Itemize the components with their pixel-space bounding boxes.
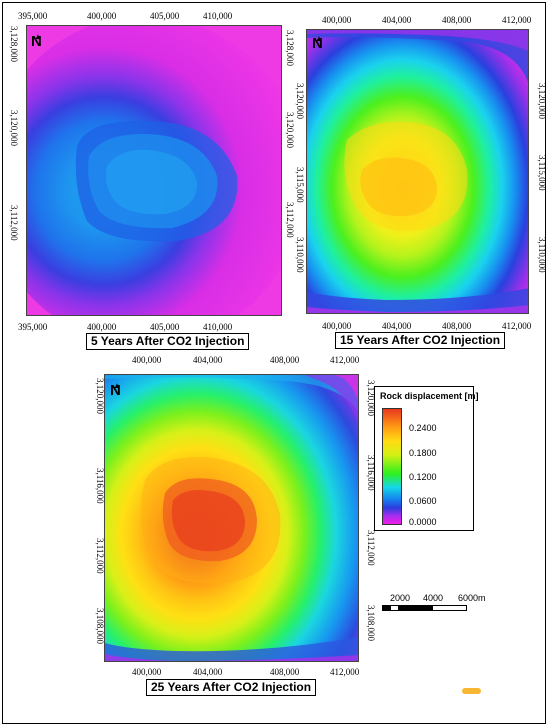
displacement-map-25-years bbox=[104, 374, 359, 662]
north-arrow-icon: ▲ N bbox=[31, 32, 42, 50]
x-tick-top: 400,000 bbox=[322, 15, 352, 25]
scale-label: 6000m bbox=[458, 593, 486, 603]
y-tick-right: 3,120,000 bbox=[537, 83, 547, 119]
x-tick-top: 412,000 bbox=[502, 15, 532, 25]
map-title: 5 Years After CO2 Injection bbox=[86, 333, 250, 350]
x-tick-bottom: 410,000 bbox=[203, 322, 233, 332]
legend-label: 0.0600 bbox=[409, 496, 437, 506]
scale-label: 2000 bbox=[390, 593, 411, 603]
map-raster bbox=[105, 375, 358, 661]
x-tick-bottom: 404,000 bbox=[382, 321, 412, 331]
x-tick-top: 400,000 bbox=[87, 11, 117, 21]
map-raster bbox=[27, 26, 281, 315]
y-tick-right: 3,108,000 bbox=[366, 605, 376, 641]
north-arrow-icon: ▲ N bbox=[110, 381, 121, 399]
scale-bar-graphic bbox=[382, 605, 467, 611]
legend-label: 0.2400 bbox=[409, 423, 437, 433]
legend-label: 0.0000 bbox=[409, 517, 437, 527]
legend-title: Rock displacement [m] bbox=[380, 391, 479, 401]
y-tick-left: 3,128,000 bbox=[9, 26, 19, 62]
displacement-map-5-years bbox=[26, 25, 282, 316]
y-tick-right: 3,128,000 bbox=[285, 30, 295, 66]
y-tick-left: 3,108,000 bbox=[95, 608, 105, 644]
x-tick-top: 408,000 bbox=[442, 15, 472, 25]
y-tick-right: 3,112,000 bbox=[366, 530, 376, 566]
y-tick-left: 3,116,000 bbox=[95, 468, 105, 504]
map-raster bbox=[307, 30, 528, 313]
x-tick-top: 410,000 bbox=[203, 11, 233, 21]
x-tick-bottom: 408,000 bbox=[270, 667, 300, 677]
y-tick-left: 3,112,000 bbox=[9, 205, 19, 241]
y-tick-left: 3,115,000 bbox=[295, 167, 305, 203]
y-tick-right: 3,115,000 bbox=[537, 155, 547, 191]
x-tick-top: 404,000 bbox=[382, 15, 412, 25]
x-tick-bottom: 400,000 bbox=[322, 321, 352, 331]
x-tick-bottom: 400,000 bbox=[132, 667, 162, 677]
y-tick-left: 3,120,000 bbox=[295, 83, 305, 119]
y-tick-left: 3,112,000 bbox=[95, 538, 105, 574]
x-tick-bottom: 412,000 bbox=[330, 667, 360, 677]
legend-color-ramp bbox=[382, 408, 402, 525]
scale-label: 4000 bbox=[423, 593, 444, 603]
y-tick-left: 3,120,000 bbox=[9, 110, 19, 146]
decorative-mark bbox=[462, 688, 481, 694]
y-tick-right: 3,112,000 bbox=[285, 202, 295, 238]
x-tick-bottom: 405,000 bbox=[150, 322, 180, 332]
x-tick-bottom: 400,000 bbox=[87, 322, 117, 332]
y-tick-right: 3,110,000 bbox=[537, 237, 547, 273]
x-tick-top: 408,000 bbox=[270, 355, 300, 365]
x-tick-bottom: 412,000 bbox=[502, 321, 532, 331]
color-legend: Rock displacement [m] 0.2400 0.1800 0.12… bbox=[374, 386, 479, 531]
north-arrow-icon: ▲ N bbox=[312, 34, 323, 52]
legend-label: 0.1200 bbox=[409, 472, 437, 482]
x-tick-bottom: 408,000 bbox=[442, 321, 472, 331]
map-title: 25 Years After CO2 Injection bbox=[146, 679, 317, 696]
y-tick-left: 3,110,000 bbox=[295, 237, 305, 273]
x-tick-top: 395,000 bbox=[18, 11, 48, 21]
x-tick-top: 400,000 bbox=[132, 355, 162, 365]
y-tick-right: 3,120,000 bbox=[285, 112, 295, 148]
x-tick-top: 412,000 bbox=[330, 355, 360, 365]
x-tick-bottom: 395,000 bbox=[18, 322, 48, 332]
legend-label: 0.1800 bbox=[409, 448, 437, 458]
y-tick-left: 3,120,000 bbox=[95, 378, 105, 414]
x-tick-top: 404,000 bbox=[193, 355, 223, 365]
displacement-map-15-years bbox=[306, 29, 529, 314]
map-title: 15 Years After CO2 Injection bbox=[335, 332, 506, 349]
x-tick-bottom: 404,000 bbox=[193, 667, 223, 677]
x-tick-top: 405,000 bbox=[150, 11, 180, 21]
